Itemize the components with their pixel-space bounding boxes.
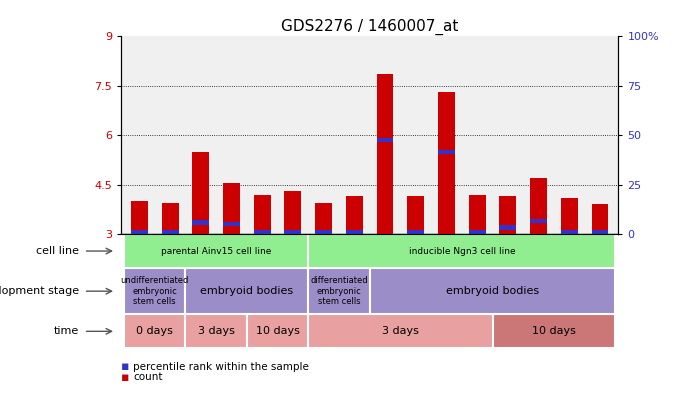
Bar: [493, 314, 616, 348]
Bar: [468, 194, 486, 234]
Text: 0 days: 0 days: [136, 326, 173, 336]
Bar: [407, 196, 424, 234]
Bar: [500, 225, 516, 230]
Bar: [162, 203, 178, 234]
Bar: [285, 230, 301, 234]
Bar: [370, 268, 616, 314]
Bar: [124, 234, 308, 268]
Bar: [438, 92, 455, 234]
Bar: [254, 194, 271, 234]
Bar: [308, 314, 493, 348]
Bar: [185, 268, 308, 314]
Bar: [468, 230, 486, 234]
Bar: [131, 201, 148, 234]
Bar: [124, 314, 185, 348]
Bar: [530, 219, 547, 223]
Bar: [500, 196, 516, 234]
Bar: [185, 314, 247, 348]
Bar: [346, 196, 363, 234]
Bar: [530, 178, 547, 234]
Bar: [192, 220, 209, 225]
Bar: [254, 230, 271, 234]
Text: ▪: ▪: [121, 371, 129, 384]
Text: 3 days: 3 days: [198, 326, 234, 336]
Text: embryoid bodies: embryoid bodies: [446, 286, 539, 296]
Text: 10 days: 10 days: [256, 326, 299, 336]
Bar: [308, 234, 616, 268]
Bar: [561, 230, 578, 234]
Bar: [591, 230, 609, 234]
Bar: [561, 198, 578, 234]
Text: ▪: ▪: [121, 360, 129, 373]
Bar: [124, 268, 185, 314]
Text: undifferentiated
embryonic
stem cells: undifferentiated embryonic stem cells: [120, 276, 189, 306]
Bar: [247, 314, 308, 348]
Bar: [223, 183, 240, 234]
Bar: [192, 152, 209, 234]
Text: 10 days: 10 days: [532, 326, 576, 336]
Bar: [223, 222, 240, 226]
Bar: [285, 191, 301, 234]
Text: inducible Ngn3 cell line: inducible Ngn3 cell line: [408, 247, 515, 256]
Bar: [591, 205, 609, 234]
Text: development stage: development stage: [0, 286, 79, 296]
Text: parental Ainv15 cell line: parental Ainv15 cell line: [161, 247, 272, 256]
Text: cell line: cell line: [36, 246, 79, 256]
Bar: [131, 230, 148, 234]
Bar: [377, 138, 393, 142]
Bar: [308, 268, 370, 314]
Text: percentile rank within the sample: percentile rank within the sample: [133, 362, 310, 372]
Bar: [377, 75, 393, 234]
Text: differentiated
embryonic
stem cells: differentiated embryonic stem cells: [310, 276, 368, 306]
Text: time: time: [53, 326, 79, 336]
Text: count: count: [133, 373, 163, 382]
Bar: [407, 230, 424, 234]
Bar: [346, 230, 363, 234]
Title: GDS2276 / 1460007_at: GDS2276 / 1460007_at: [281, 19, 458, 35]
Bar: [315, 230, 332, 234]
Bar: [438, 149, 455, 154]
Bar: [162, 230, 178, 234]
Text: embryoid bodies: embryoid bodies: [200, 286, 294, 296]
Text: 3 days: 3 days: [382, 326, 419, 336]
Bar: [315, 203, 332, 234]
